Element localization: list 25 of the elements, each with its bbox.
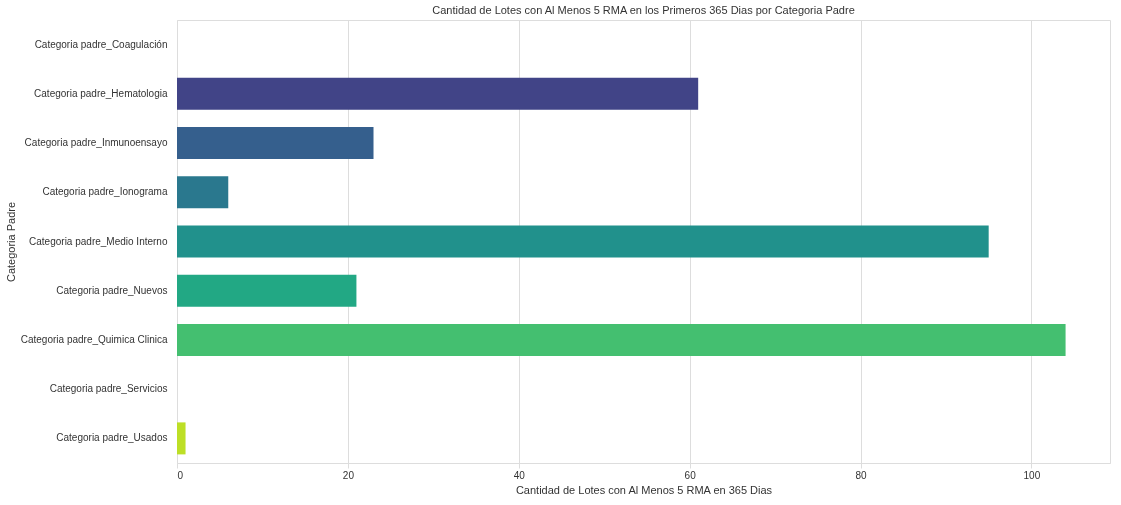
y-tick-label: Categoria padre_Usados (56, 432, 168, 444)
y-tick-label: Categoria padre_Medio Interno (29, 235, 168, 247)
y-axis-title: Categoria Padre (4, 201, 17, 283)
y-tick-label: Categoria padre_Servicios (49, 383, 168, 395)
x-tick-label: 20 (342, 469, 355, 481)
y-tick-label: Categoria padre_Inmunoensayo (24, 137, 168, 149)
bar (177, 225, 989, 258)
bar (177, 77, 699, 110)
bar (177, 422, 186, 455)
y-tick-label: Categoria padre_Hematologia (34, 87, 168, 99)
y-tick-label: Categoria padre_Quimica Clinica (20, 333, 168, 345)
x-tick-label: 100 (1023, 469, 1041, 481)
x-tick-label: 0 (177, 469, 184, 481)
y-tick-label: Categoria padre_Coagulación (34, 38, 168, 50)
bar (177, 176, 229, 209)
y-tick-label: Categoria padre_Ionograma (42, 186, 168, 198)
x-axis-title: Cantidad de Lotes con Al Menos 5 RMA en 365 Dias (515, 483, 773, 496)
x-tick-label: 60 (684, 469, 697, 481)
x-tick-label: 80 (855, 469, 868, 481)
chart-title: Cantidad de Lotes con Al Menos 5 RMA en los Primeros 365 Dias por Categoria Padre (432, 4, 855, 16)
bar (177, 127, 374, 160)
bar (177, 323, 1066, 356)
x-tick-label: 40 (513, 469, 526, 481)
bar (177, 274, 357, 307)
y-tick-label: Categoria padre_Nuevos (56, 284, 168, 296)
